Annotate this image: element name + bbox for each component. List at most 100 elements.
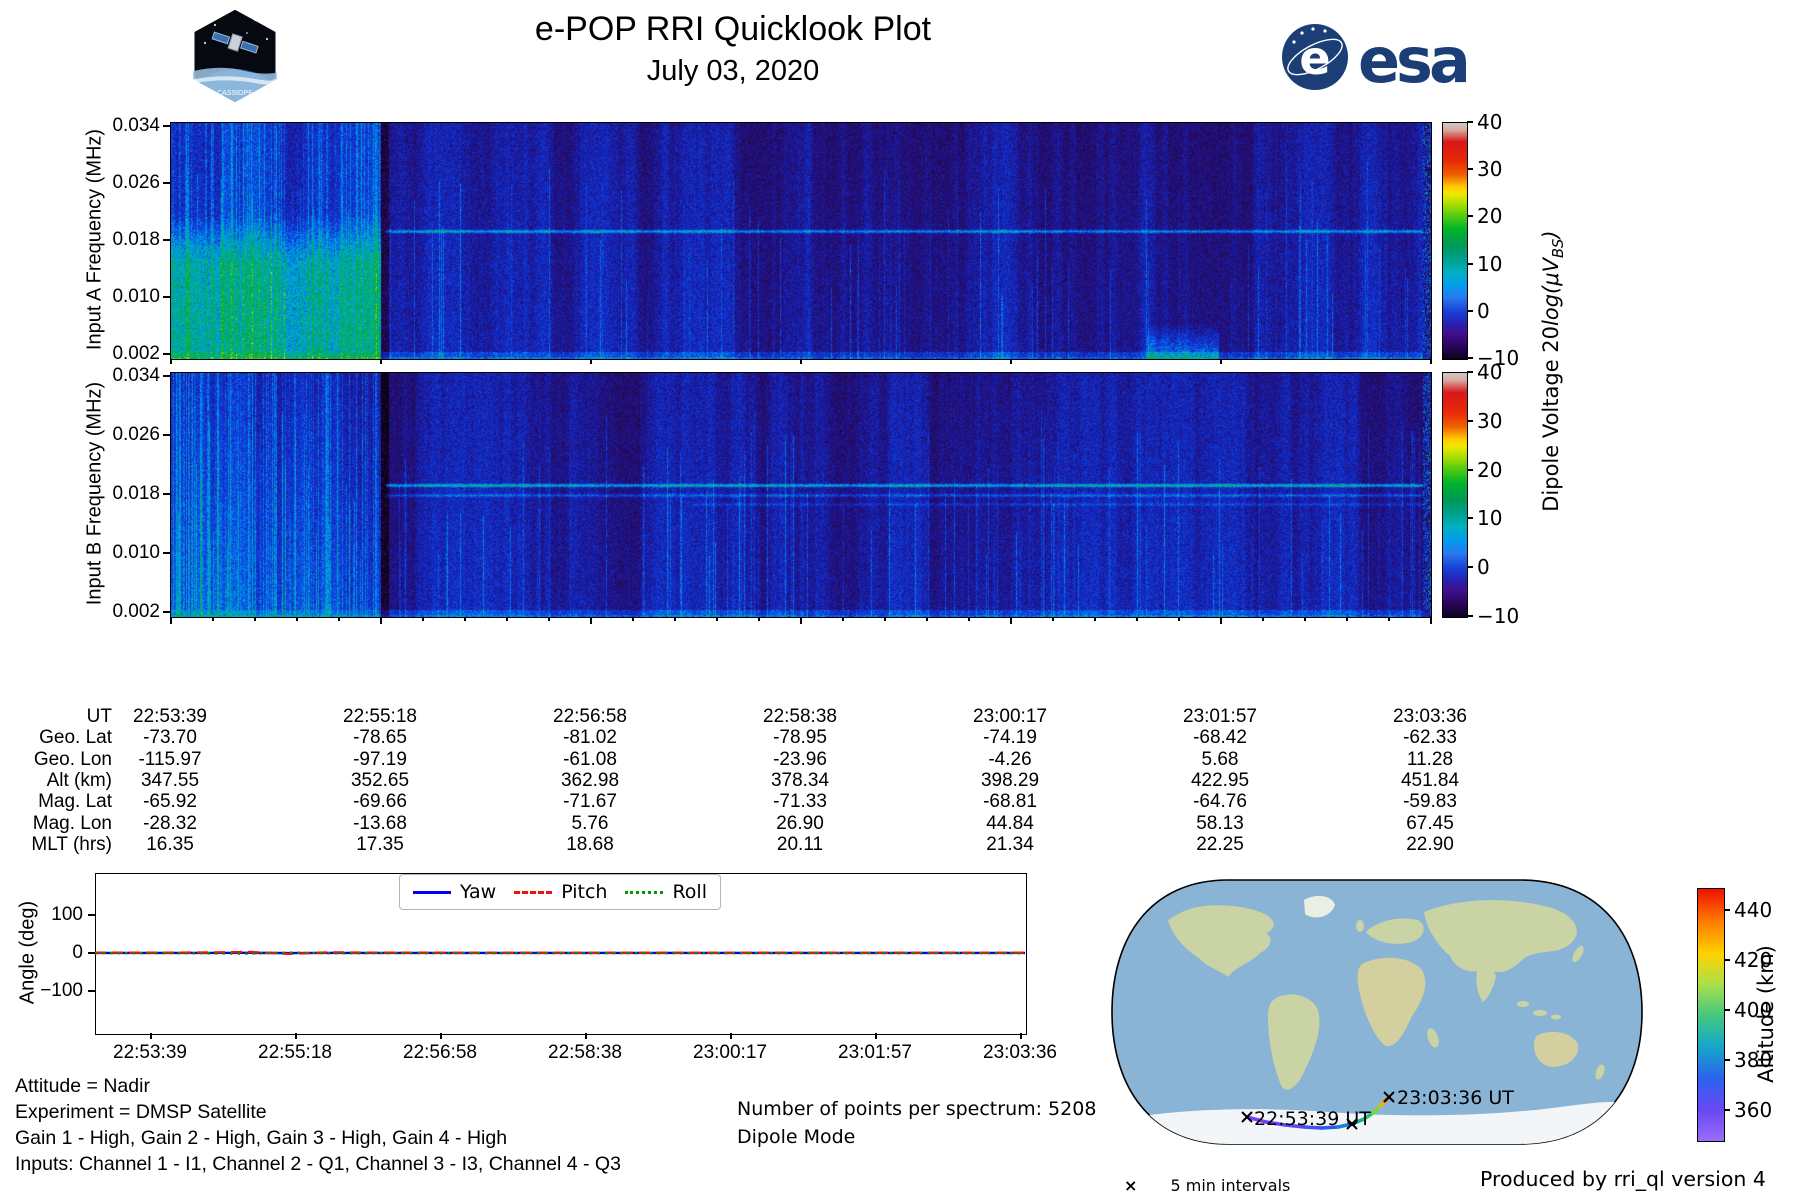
ephemeris-cell: 5.76 [571,812,609,834]
ephemeris-cell: -78.65 [353,727,407,749]
ephemeris-row-label: Alt (km) [46,769,112,791]
spectrogram-b-freq-tick-label: 0.018 [112,483,160,504]
spectrogram-b-xtick [422,617,424,621]
attitude-xtick-label: 22:55:18 [258,1042,332,1063]
legend-item-yaw: Yaw [413,881,496,903]
ephemeris-cell: 378.34 [770,769,830,791]
ground-track-segment [1283,1123,1306,1129]
colorbar-label-open: (μV [1538,258,1563,294]
spectrogram-a-colorbar-tick-mark [1467,121,1473,123]
colorbar-label-close: ) [1538,230,1563,239]
attitude-ytick-label: 100 [51,904,83,925]
ephemeris-cell: -68.42 [1193,727,1247,749]
spectrogram-b-colorbar-tick-label: 30 [1477,408,1503,433]
legend-line-sample-yaw [413,890,452,894]
legend-label-pitch: Pitch [561,881,608,903]
attitude-xtick-label: 23:03:36 [983,1042,1057,1063]
ephemeris-row-label: Geo. Lat [39,727,112,749]
ephemeris-cell: -4.26 [988,748,1032,770]
spectrogram-b-freq-tick-label: 0.034 [112,365,160,386]
esa-wordmark: esa [1358,24,1467,97]
footer-attitude: Attitude = Nadir [15,1075,150,1097]
spectrogram-b-xtick [800,617,802,624]
spectrogram-a-freq-tick-label: 0.026 [112,172,160,193]
ephemeris-cell: -28.32 [143,812,197,834]
attitude-ytick-label: −100 [40,980,83,1001]
ephemeris-cell: 422.95 [1190,769,1250,791]
ephemeris-cell: 23:03:36 [1393,706,1467,727]
spectrogram-b-freq-tick-mark [163,493,170,495]
spectrogram-b-xtick [632,617,634,621]
spectrogram-b-xtick [506,617,508,621]
legend-label-roll: Roll [672,881,707,903]
ground-track-map: 22:53:39 UT 23:03:36 UT [1111,879,1643,1145]
spectrogram-b-freq-tick-label: 0.010 [112,542,160,563]
legend-line-sample-pitch [514,890,553,894]
ephemeris-cell: 22:55:18 [343,706,417,727]
attitude-xtick-mark [585,1033,587,1039]
spectrogram-a-freq-tick-mark [163,125,170,127]
ephemeris-cell: -23.96 [773,748,827,770]
spectrogram-b-freq-tick-label: 0.002 [112,601,160,622]
ground-track-segment [1264,1120,1287,1127]
spectrogram-a-colorbar-tick-label: 10 [1477,251,1503,276]
spectrogram-a-xtick [800,359,802,364]
legend-item-pitch: Pitch [514,881,607,903]
attitude-ytick-mark [88,914,95,916]
spectrogram-a-xtick [170,359,172,364]
spectrogram-b-xtick [380,617,382,624]
spectrogram-a-freq-tick-mark [163,296,170,298]
altitude-colorbar-tick-label: 400 [1734,998,1773,1022]
spectrogram-b-xtick [926,617,928,621]
spectrogram-a-heatmap [170,122,1432,360]
spectrogram-b-xtick [1136,617,1138,621]
interval-x-marker: × [1124,1176,1138,1195]
spectrogram-a-colorbar-tick-mark [1467,215,1473,218]
altitude-colorbar-tick-label: 440 [1734,898,1773,922]
spectrogram-a-xtick [590,359,592,364]
ephemeris-cell: -65.92 [143,791,197,813]
altitude-colorbar-tick-label: 360 [1734,1098,1773,1122]
ephemeris-cell: 58.13 [1196,812,1244,834]
ephemeris-cell: 18.68 [566,833,614,855]
spectrogram-b-freq-tick-mark [163,611,170,613]
spectrogram-b-freq-tick-mark [163,375,170,377]
ephemeris-row-label: Mag. Lon [32,812,112,834]
legend-line-sample-roll [625,890,664,894]
colorbar-label-log: log [1538,293,1563,326]
spectrogram-b-colorbar [1442,372,1468,618]
spectrogram-a-xtick [1430,359,1432,364]
altitude-colorbar-tick-mark [1724,959,1730,961]
ephemeris-cell: 22:53:39 [133,706,207,727]
attitude-ytick-mark [88,952,95,954]
spectrogram-b-xtick [212,617,214,621]
spectrogram-a-xtick [1220,359,1222,364]
spectrogram-b-xtick [1430,617,1432,624]
patch-mission-name: CASSIOPE [217,90,253,97]
esa-logo: e esa [1282,24,1471,97]
ephemeris-cell: -64.76 [1193,791,1247,813]
attitude-ytick-label: 0 [72,942,83,963]
ground-track-segment [1362,1111,1375,1121]
attitude-ytick-mark [88,990,95,992]
ephemeris-cell: -81.02 [563,727,617,749]
five-min-interval-x-marker [1383,1091,1395,1103]
attitude-line-roll [95,951,1025,955]
spectrogram-b-xtick [1304,617,1306,621]
ephemeris-cell: 22:56:58 [553,706,627,727]
produced-by: Produced by rri_ql version 4 [1480,1167,1766,1191]
attitude-xtick-mark [295,1033,297,1039]
spectrogram-b-xtick [1052,617,1054,621]
ephemeris-cell: 23:00:17 [973,706,1047,727]
spectrogram-b-xtick [1262,617,1264,621]
spectrogram-b-xtick [968,617,970,621]
ground-track-segment [1245,1115,1268,1124]
spectrogram-b-colorbar-tick-mark [1467,566,1473,569]
ephemeris-cell: 17.35 [356,833,404,855]
spectrogram-a-colorbar [1442,122,1468,360]
spectrogram-a-freq-tick-label: 0.018 [112,229,160,250]
ephemeris-cell: 21.34 [986,833,1034,855]
spectrogram-b-colorbar-tick-label: 10 [1477,506,1503,531]
spectrogram-a-freq-tick-label: 0.002 [112,343,160,364]
spectrogram-b-xtick [1178,617,1180,621]
